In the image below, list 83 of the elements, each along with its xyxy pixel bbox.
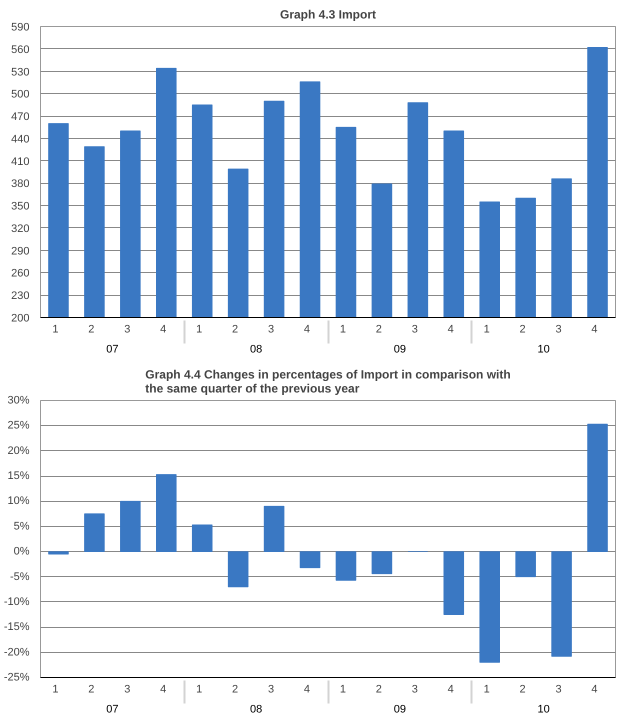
bar — [372, 551, 392, 574]
x-tick-label: 4 — [448, 324, 454, 336]
y-tick-label: 25% — [7, 420, 30, 432]
x-tick-label: 4 — [304, 324, 310, 336]
y-tick-label: 15% — [7, 470, 30, 482]
x-tick-label: 4 — [160, 684, 166, 696]
y-tick-label: 560 — [11, 44, 30, 56]
bar — [48, 551, 69, 555]
bar — [156, 474, 177, 552]
bar — [120, 500, 141, 552]
y-tick-label: 470 — [11, 111, 30, 124]
text: 08 — [250, 704, 262, 716]
bar — [336, 551, 356, 581]
x-tick-label: 3 — [124, 324, 130, 336]
x-tick-label: 2 — [520, 684, 526, 696]
y-tick-label: 230 — [11, 290, 30, 302]
x-tick-label: 3 — [555, 684, 562, 696]
y-tick-label: 440 — [11, 133, 30, 146]
bar — [264, 506, 284, 552]
y-tick-label: 0% — [14, 546, 30, 558]
text: 07 — [106, 704, 119, 716]
text: 09 — [394, 344, 406, 356]
x-tick-label: 2 — [376, 684, 382, 696]
y-tick-label: 320 — [11, 222, 30, 235]
y-tick-label: 20% — [7, 444, 30, 457]
x-tick-label: 3 — [555, 324, 562, 336]
x-tick-label: 4 — [160, 324, 166, 336]
bar — [444, 551, 464, 615]
y-tick-label: 350 — [11, 200, 30, 213]
x-tick-label: 1 — [340, 324, 346, 336]
x-tick-label: 1 — [196, 684, 202, 696]
y-tick-label: 5% — [14, 520, 30, 532]
x-tick-label: 2 — [88, 684, 94, 696]
y-tick-label: 30% — [7, 394, 30, 406]
x-tick-label: 1 — [484, 324, 490, 336]
x-tick-label: 3 — [412, 684, 418, 696]
x-tick-label: 2 — [376, 324, 382, 336]
x-tick-label: 3 — [124, 684, 130, 696]
x-tick-label: 4 — [304, 684, 310, 696]
y-tick-label: 10% — [7, 495, 30, 508]
y-tick-label: -20% — [4, 646, 30, 658]
x-tick-label: 1 — [484, 684, 490, 696]
x-tick-label: 3 — [268, 684, 274, 696]
y-tick-label: 200 — [11, 312, 30, 324]
x-tick-label: 1 — [52, 684, 58, 696]
x-tick-label: 2 — [232, 684, 238, 696]
x-tick-label: 3 — [268, 324, 274, 336]
x-tick-label: 1 — [52, 324, 58, 336]
bar — [479, 551, 500, 663]
text: 08 — [250, 344, 262, 356]
y-tick-label: 500 — [11, 88, 30, 101]
bar — [192, 524, 212, 552]
x-tick-label: 2 — [520, 324, 526, 336]
y-tick-label: -15% — [4, 621, 30, 634]
bar — [551, 551, 572, 657]
y-tick-label: 530 — [11, 66, 30, 78]
x-tick-label: 1 — [340, 684, 346, 696]
chart-title: Graph 4.4 Changes in percentages of Import in comparison with the same quarter of the previous year — [145, 368, 511, 396]
y-tick-label: -5% — [10, 570, 30, 583]
y-tick-label: 380 — [11, 178, 30, 190]
x-tick-label: 4 — [448, 684, 454, 696]
y-tick-label: -10% — [4, 596, 30, 608]
bar — [300, 551, 320, 568]
y-tick-label: -25% — [4, 672, 30, 684]
bar — [84, 513, 105, 552]
y-tick-label: 410 — [11, 156, 30, 168]
x-tick-label: 1 — [196, 324, 202, 336]
x-tick-label: 4 — [591, 324, 598, 336]
text: 10 — [538, 344, 550, 356]
x-tick-label: 2 — [232, 324, 238, 336]
bar — [587, 424, 608, 552]
y-tick-label: 290 — [11, 245, 30, 258]
x-tick-label: 3 — [412, 324, 418, 336]
chart-title: Graph 4.3 Import — [280, 8, 376, 22]
text: 07 — [106, 344, 119, 356]
text: 09 — [394, 704, 406, 716]
bar — [515, 551, 536, 578]
x-tick-label: 4 — [591, 684, 598, 696]
y-tick-label: 260 — [11, 268, 30, 280]
x-tick-label: 2 — [88, 324, 94, 336]
y-tick-label: 590 — [11, 22, 30, 34]
text: 10 — [538, 704, 550, 716]
bar — [228, 551, 248, 588]
